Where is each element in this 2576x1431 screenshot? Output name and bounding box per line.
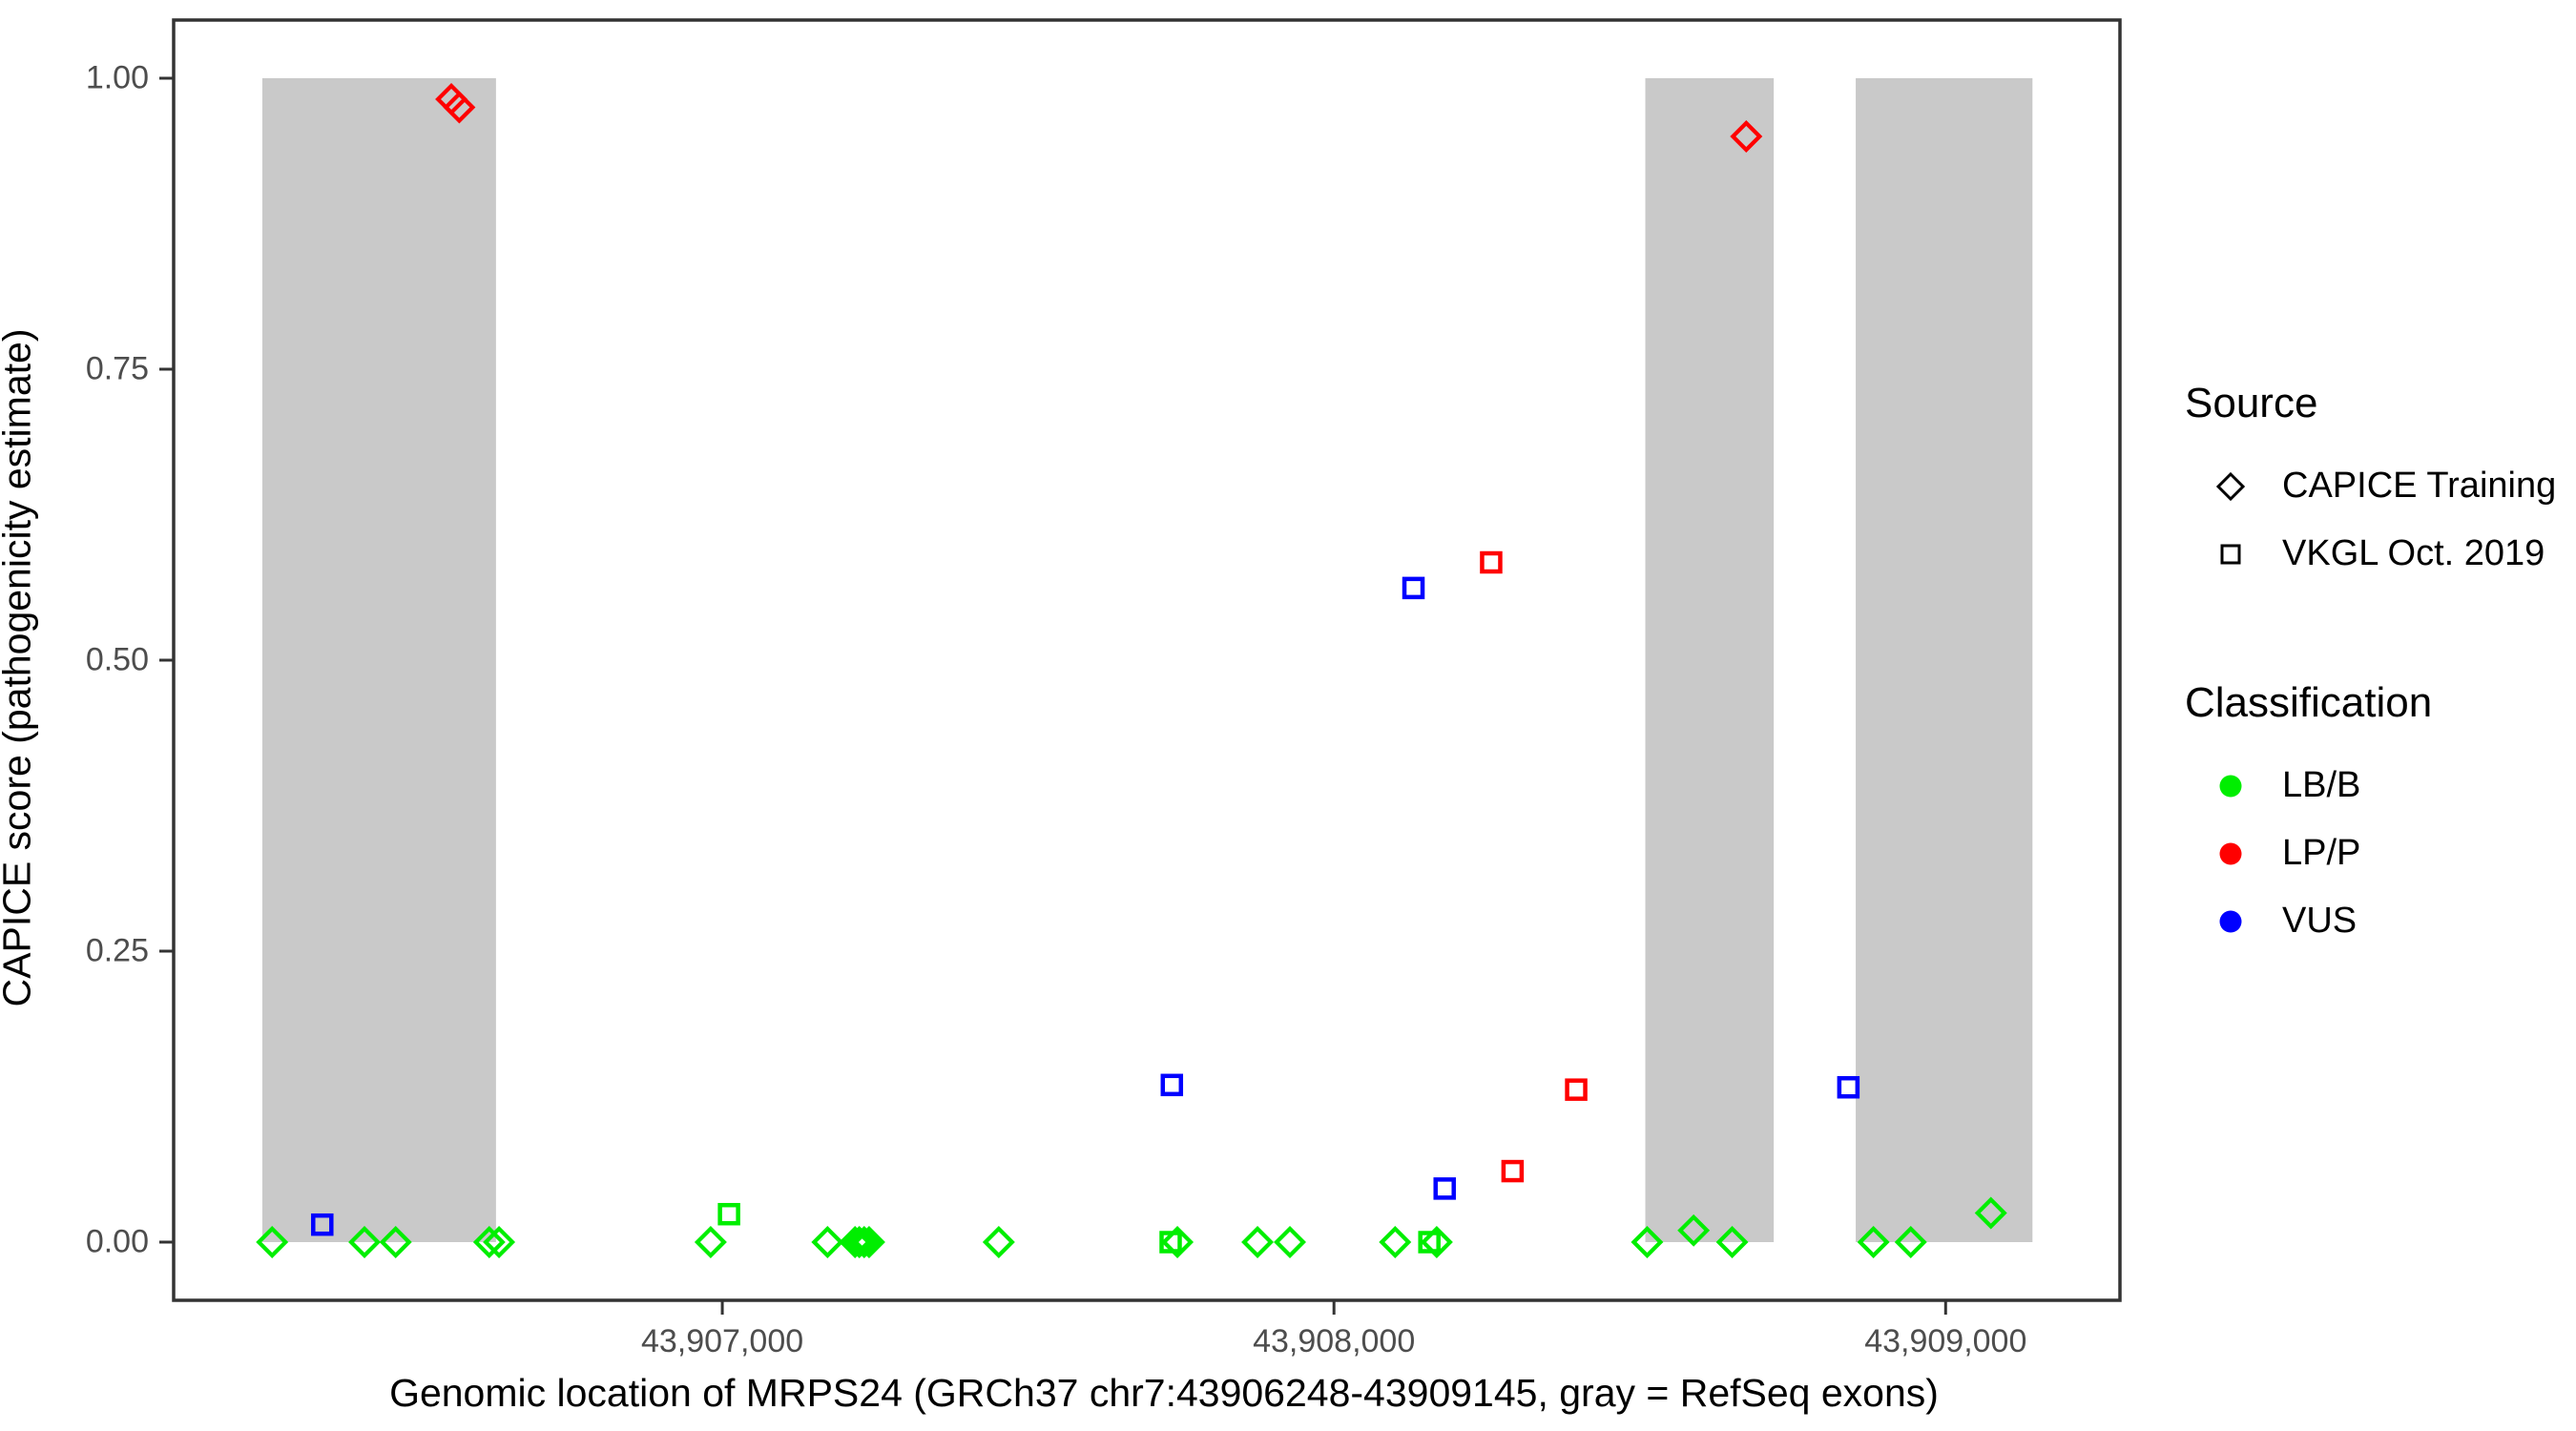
color-dot-icon (2210, 765, 2252, 807)
data-point-diamond (842, 1226, 876, 1258)
data-point-diamond (256, 1226, 289, 1258)
data-point-diamond (379, 1226, 412, 1258)
data-point-square (1402, 576, 1425, 600)
legend-item-label: LB/B (2282, 765, 2361, 805)
exon-region (261, 78, 496, 1242)
data-point-diamond (852, 1226, 885, 1258)
legend-classification-title: Classification (2185, 679, 2433, 726)
data-point-square (1501, 1159, 1525, 1183)
legend-item: CAPICE Training (2185, 452, 2566, 520)
data-point-diamond (847, 1226, 881, 1258)
diamond-marker-icon (2210, 466, 2252, 508)
data-point-diamond (1974, 1196, 2007, 1230)
exon-region (1645, 78, 1775, 1242)
data-point-diamond (1161, 1226, 1195, 1258)
y-tick-label: 0.75 (85, 350, 149, 387)
data-point-diamond (472, 1226, 506, 1258)
data-point-diamond (1274, 1226, 1306, 1258)
data-point-square (1159, 1231, 1182, 1254)
legend-item: LP/P (2185, 819, 2566, 887)
data-point-diamond (694, 1226, 727, 1258)
data-point-diamond (839, 1226, 872, 1258)
data-point-diamond (1715, 1226, 1749, 1258)
data-point-diamond (1241, 1226, 1275, 1258)
data-point-square (1433, 1177, 1456, 1200)
y-tick-label: 0.50 (85, 641, 149, 678)
legend-item-label: VUS (2282, 901, 2358, 941)
legend-item: VKGL Oct. 2019 (2185, 520, 2566, 588)
legend-source-title: Source (2185, 380, 2318, 426)
x-tick-label: 43,907,000 (640, 1323, 804, 1359)
data-point-diamond (1894, 1226, 1927, 1258)
y-tick-label: 0.00 (85, 1223, 149, 1260)
data-point-square (717, 1202, 740, 1226)
color-dot-icon (2210, 901, 2252, 943)
legend-item: VUS (2185, 887, 2566, 955)
legend-classification-items: LB/B LP/P VUS (2185, 752, 2566, 955)
legend-item-label: LP/P (2282, 833, 2361, 873)
color-dot-icon (2210, 833, 2252, 875)
data-point-square (1160, 1073, 1184, 1097)
y-tick-label: 0.25 (85, 932, 149, 969)
y-tick-label: 1.00 (85, 59, 149, 96)
data-point-diamond (982, 1226, 1015, 1258)
legend-item: LB/B (2185, 752, 2566, 819)
legend-item-label: CAPICE Training (2282, 466, 2557, 506)
square-marker-icon (2210, 533, 2252, 575)
legend: Source CAPICE Training VKGL Oct. 2019 Cla… (2185, 380, 2566, 955)
data-point-square (311, 1213, 334, 1236)
x-tick-label: 43,909,000 (1864, 1323, 2027, 1359)
data-point-diamond (1677, 1213, 1711, 1247)
data-point-diamond (1631, 1226, 1664, 1258)
legend-item-label: VKGL Oct. 2019 (2282, 533, 2545, 573)
x-tick-label: 43,908,000 (1253, 1323, 1416, 1359)
data-point-square (1565, 1078, 1588, 1101)
exon-region (1856, 78, 2033, 1242)
y-axis-title: CAPICE score (pathogenicity estimate) (0, 328, 39, 1007)
legend-source-items: CAPICE Training VKGL Oct. 2019 (2185, 452, 2566, 588)
data-point-diamond (1420, 1226, 1453, 1258)
data-point-square (1837, 1075, 1860, 1099)
data-point-diamond (1730, 120, 1763, 153)
data-point-diamond (1379, 1226, 1412, 1258)
data-point-square (1480, 550, 1503, 574)
data-point-diamond (1857, 1226, 1890, 1258)
data-point-diamond (348, 1226, 381, 1258)
data-point-diamond (483, 1226, 516, 1258)
data-point-square (1418, 1231, 1441, 1254)
data-point-diamond (443, 91, 476, 124)
data-point-diamond (811, 1226, 844, 1258)
x-axis-title: Genomic location of MRPS24 (GRCh37 chr7:… (389, 1371, 1939, 1415)
